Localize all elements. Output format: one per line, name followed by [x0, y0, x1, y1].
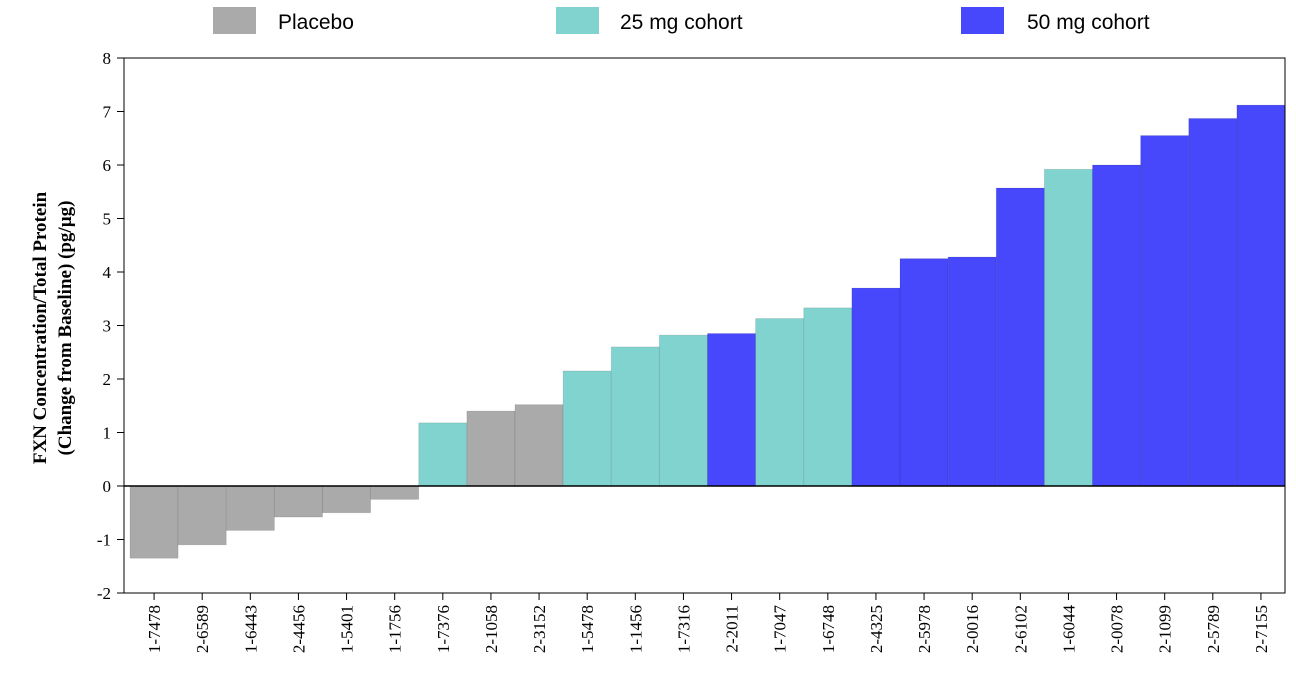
- x-tick-label: 1-5478: [578, 605, 597, 653]
- y-axis-title-line-2: (Change from Baseline) (pg/µg): [55, 201, 76, 456]
- x-tick-label: 1-7316: [674, 605, 693, 653]
- x-tick-label: 2-2011: [723, 605, 742, 653]
- bar-1-7376: [418, 422, 468, 487]
- bar-1-6748: [803, 307, 853, 487]
- legend-label-placebo: Placebo: [278, 11, 354, 34]
- y-axis: 8 7 6 5 4 3 2 1 0 -1 -2: [97, 49, 124, 603]
- y-tick-label: 8: [103, 49, 112, 68]
- x-tick-label: 1-6443: [241, 605, 260, 653]
- bar-2-5978: [899, 258, 949, 487]
- y-tick-label: 6: [103, 156, 112, 175]
- x-tick-label: 1-7047: [771, 605, 790, 654]
- y-axis-title: FXN Concentration/Total Protein (Change …: [30, 191, 76, 464]
- bar-1-6044: [1043, 168, 1093, 487]
- bar-1-7047: [755, 318, 805, 487]
- x-tick-label: 2-0078: [1108, 605, 1127, 653]
- legend-label-50mg: 50 mg cohort: [1027, 11, 1150, 34]
- y-tick-label: 7: [103, 103, 112, 122]
- y-tick-label: -2: [97, 584, 111, 603]
- x-tick-label: 1-1756: [386, 605, 405, 653]
- x-tick-label: 1-6044: [1059, 605, 1078, 654]
- x-tick-label: 2-7155: [1252, 605, 1271, 653]
- x-tick-label: 2-5789: [1204, 605, 1223, 653]
- bar-2-3152: [514, 404, 564, 487]
- bar-2-5789: [1188, 118, 1238, 487]
- bar-2-4456: [273, 485, 323, 518]
- bar-2-6589: [177, 485, 227, 546]
- bar-1-6443: [225, 485, 275, 531]
- x-tick-label: 1-1456: [626, 605, 645, 653]
- bar-1-5401: [322, 485, 372, 514]
- bars: [129, 104, 1286, 559]
- x-tick-label: 1-7478: [145, 605, 164, 653]
- legend-swatch-placebo: [213, 7, 256, 34]
- y-tick-label: 0: [103, 477, 112, 496]
- x-tick-label: 1-7376: [434, 605, 453, 653]
- legend-swatch-50mg: [961, 7, 1004, 34]
- x-axis: 1-7478 2-6589 1-6443 2-4456 1-5401 1-1756 1-73…: [145, 593, 1271, 653]
- x-tick-label: 1-5401: [338, 605, 357, 653]
- plot-frame: [123, 57, 1286, 594]
- bar-1-1456: [610, 346, 660, 487]
- bar-1-7478: [129, 485, 179, 559]
- bar-2-0078: [1092, 164, 1142, 487]
- x-tick-label: 2-4325: [867, 605, 886, 653]
- x-tick-label: 2-4456: [289, 605, 308, 653]
- x-tick-label: 1-6748: [819, 605, 838, 653]
- y-axis-title-line-1: FXN Concentration/Total Protein: [30, 191, 51, 464]
- y-tick-label: 2: [103, 370, 112, 389]
- bar-2-4325: [851, 287, 901, 487]
- x-tick-label: 2-5978: [915, 605, 934, 653]
- bar-2-1099: [1140, 135, 1190, 487]
- bar-1-5478: [562, 370, 612, 487]
- y-tick-label: 4: [103, 263, 112, 282]
- bar-2-2011: [707, 333, 757, 487]
- bar-1-1756: [370, 485, 420, 500]
- bar-2-6102: [995, 187, 1045, 487]
- legend-label-25mg: 25 mg cohort: [620, 11, 743, 34]
- bar-2-7155: [1236, 104, 1286, 487]
- legend-swatch-25mg: [556, 7, 599, 34]
- x-tick-label: 2-3152: [530, 605, 549, 653]
- y-tick-label: 3: [103, 317, 112, 336]
- x-tick-label: 2-6102: [1011, 605, 1030, 653]
- y-tick-label: -1: [97, 531, 111, 550]
- bar-2-1058: [466, 410, 516, 487]
- bar-2-0016: [947, 256, 997, 487]
- x-tick-label: 2-6589: [193, 605, 212, 653]
- y-tick-label: 1: [103, 424, 112, 443]
- x-tick-label: 2-1058: [482, 605, 501, 653]
- y-tick-label: 5: [103, 210, 112, 229]
- bar-1-7316: [658, 334, 708, 487]
- legend: Placebo 25 mg cohort 50 mg cohort: [213, 7, 1150, 34]
- x-tick-label: 2-0016: [963, 605, 982, 653]
- x-tick-label: 2-1099: [1156, 605, 1175, 653]
